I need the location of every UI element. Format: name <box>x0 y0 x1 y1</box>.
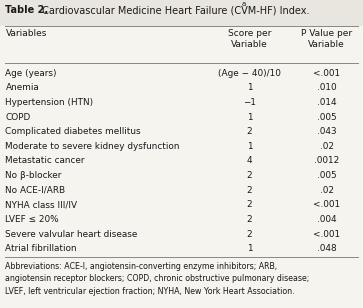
Text: COPD: COPD <box>5 112 31 122</box>
Text: 2: 2 <box>246 127 252 136</box>
Text: No ACE-I/ARB: No ACE-I/ARB <box>5 186 66 195</box>
Text: Severe valvular heart disease: Severe valvular heart disease <box>5 229 138 239</box>
Text: −1: −1 <box>243 98 256 107</box>
Text: Cardiovascular Medicine Heart Failure (CVM-HF) Index.: Cardiovascular Medicine Heart Failure (C… <box>39 5 309 15</box>
Text: NYHA class III/IV: NYHA class III/IV <box>5 200 78 209</box>
Text: Moderate to severe kidney dysfunction: Moderate to severe kidney dysfunction <box>5 142 180 151</box>
Text: 1: 1 <box>246 83 252 92</box>
Text: .005: .005 <box>317 112 337 122</box>
Text: 4: 4 <box>246 156 252 165</box>
Text: Complicated diabetes mellitus: Complicated diabetes mellitus <box>5 127 141 136</box>
Text: <.001: <.001 <box>313 69 340 78</box>
Text: Score per
Variable: Score per Variable <box>228 29 271 49</box>
Text: a: a <box>241 2 246 7</box>
Text: 2: 2 <box>246 171 252 180</box>
Text: (Age − 40)/10: (Age − 40)/10 <box>218 69 281 78</box>
Text: Metastatic cancer: Metastatic cancer <box>5 156 85 165</box>
Text: 1: 1 <box>246 244 252 253</box>
Text: 2: 2 <box>246 186 252 195</box>
Text: P Value per
Variable: P Value per Variable <box>301 29 352 49</box>
Bar <box>0 0 363 26</box>
Text: .043: .043 <box>317 127 337 136</box>
Text: Table 2.: Table 2. <box>5 5 49 15</box>
Text: 2: 2 <box>246 215 252 224</box>
Text: 2: 2 <box>246 200 252 209</box>
Text: .0012: .0012 <box>314 156 339 165</box>
Text: .048: .048 <box>317 244 337 253</box>
Text: Anemia: Anemia <box>5 83 39 92</box>
Text: .010: .010 <box>317 83 337 92</box>
Text: 1: 1 <box>246 142 252 151</box>
Text: <.001: <.001 <box>313 200 340 209</box>
Text: .02: .02 <box>320 186 334 195</box>
Text: No β-blocker: No β-blocker <box>5 171 62 180</box>
Text: LVEF ≤ 20%: LVEF ≤ 20% <box>5 215 59 224</box>
Text: 1: 1 <box>246 112 252 122</box>
Text: .02: .02 <box>320 142 334 151</box>
Text: Atrial fibrillation: Atrial fibrillation <box>5 244 77 253</box>
Text: Age (years): Age (years) <box>5 69 57 78</box>
Text: 2: 2 <box>246 229 252 239</box>
Text: Abbreviations: ACE-I, angiotensin-converting enzyme inhibitors; ARB,
angiotensin: Abbreviations: ACE-I, angiotensin-conver… <box>5 262 310 296</box>
Text: Variables: Variables <box>5 29 47 38</box>
Text: .004: .004 <box>317 215 337 224</box>
Text: .005: .005 <box>317 171 337 180</box>
Text: Hypertension (HTN): Hypertension (HTN) <box>5 98 94 107</box>
Text: .014: .014 <box>317 98 337 107</box>
Text: <.001: <.001 <box>313 229 340 239</box>
